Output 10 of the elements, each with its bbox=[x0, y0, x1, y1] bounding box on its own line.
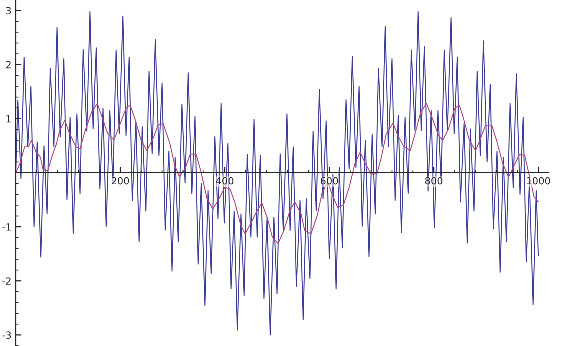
x-tick-label: 1000 bbox=[527, 177, 550, 185]
x-tick-label: 200 bbox=[112, 177, 130, 185]
y-tick-label: 2 bbox=[6, 61, 11, 69]
y-tick-label: 1 bbox=[6, 116, 11, 123]
y-tick-label: -2 bbox=[2, 278, 11, 285]
x-tick-label: 400 bbox=[216, 177, 234, 185]
y-tick-label: 3 bbox=[6, 7, 12, 15]
x-tick-label: 800 bbox=[425, 177, 443, 185]
y-tick-label: -1 bbox=[2, 224, 11, 231]
y-tick-label: -3 bbox=[2, 332, 12, 340]
